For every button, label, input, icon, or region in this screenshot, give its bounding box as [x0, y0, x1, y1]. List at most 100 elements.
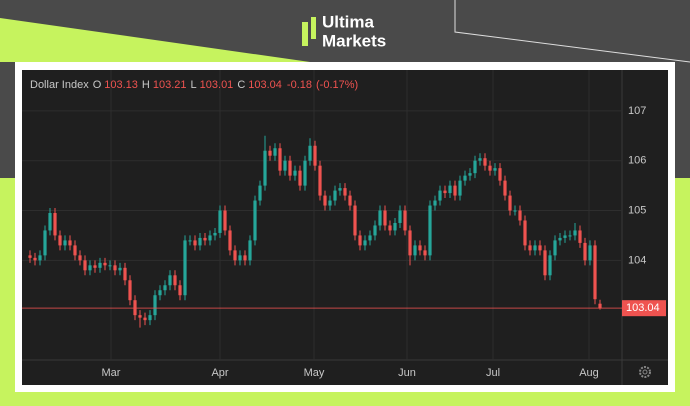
series-name: Dollar Index: [30, 79, 89, 91]
candle-body: [368, 235, 372, 241]
ohlc-key: L: [191, 79, 197, 91]
gear-hub[interactable]: [642, 369, 648, 375]
candle-body: [343, 188, 347, 196]
x-tick-label: Apr: [211, 367, 228, 379]
candle-body: [83, 260, 87, 271]
candle-body: [398, 210, 402, 223]
ohlc-key: C: [237, 79, 245, 91]
candle-body: [413, 245, 417, 256]
candle-body: [318, 165, 322, 196]
candle-body: [448, 185, 452, 194]
candle-body: [128, 280, 132, 301]
candle-body: [178, 285, 182, 296]
candle-body: [573, 230, 577, 236]
candle-body: [213, 232, 217, 236]
candle-body: [223, 210, 227, 231]
candle-body: [88, 265, 92, 271]
candle-body: [383, 210, 387, 226]
candle-body: [123, 267, 127, 281]
settings-icon[interactable]: [639, 366, 651, 378]
candle-body: [298, 170, 302, 186]
candle-body: [588, 245, 592, 261]
candle-body: [498, 168, 502, 181]
candle-body: [423, 250, 427, 256]
candle-body: [143, 317, 147, 321]
candle-body: [53, 213, 57, 236]
candle-body: [313, 145, 317, 166]
ohlc-value: 103.21: [153, 79, 187, 91]
candle-body: [153, 295, 157, 316]
candle-body: [263, 150, 267, 186]
candle-body: [553, 240, 557, 256]
logo-text: Markets: [322, 31, 386, 50]
candle-body: [338, 188, 342, 191]
candle-body: [288, 160, 292, 176]
candle-body: [558, 237, 562, 241]
last-price-tag: [622, 300, 666, 317]
candle-body: [308, 145, 312, 161]
candle-body: [193, 240, 197, 246]
candle-body: [73, 245, 77, 256]
candle-body: [228, 230, 232, 251]
ohlc-value: 103.01: [200, 79, 234, 91]
candle-body: [443, 190, 447, 194]
candle-body: [218, 210, 222, 233]
candle-body: [418, 245, 422, 251]
candle-body: [583, 242, 587, 261]
candle-body: [478, 158, 482, 161]
candle-body: [68, 240, 72, 246]
ohlc-header: Dollar Index O 103.13 H 103.21 L 103.01 C 103.04…: [30, 79, 358, 91]
candle-body: [238, 255, 242, 261]
x-tick-label: Jun: [398, 367, 416, 379]
candle-body: [528, 245, 532, 251]
plot: [22, 70, 622, 360]
candle-body: [28, 255, 32, 258]
candle-body: [293, 170, 297, 176]
candle-body: [523, 220, 527, 246]
candle-body: [568, 235, 572, 237]
y-tick-label: 105: [628, 204, 646, 216]
last-price-label: 103.04: [626, 302, 660, 314]
candle-body: [353, 205, 357, 236]
candle-body: [188, 240, 192, 242]
candle-body: [243, 255, 247, 261]
logo-text: Ultima: [322, 12, 375, 31]
candle-body: [508, 195, 512, 211]
candle-body: [103, 262, 107, 266]
candle-body: [58, 235, 62, 246]
ohlc-value: 103.13: [104, 79, 138, 91]
candle-body: [513, 210, 517, 212]
candle-body: [78, 255, 82, 261]
gear[interactable]: [639, 366, 651, 378]
candle-body: [408, 230, 412, 256]
candle-body: [533, 245, 537, 251]
chart-panel: [22, 70, 668, 385]
candle-body: [208, 235, 212, 241]
candle-body: [48, 213, 52, 231]
candle-body: [333, 190, 337, 201]
candle-body: [118, 267, 122, 271]
candle-body: [563, 235, 567, 238]
candle-body: [403, 210, 407, 231]
candle-body: [148, 315, 152, 321]
y-tick-label: 106: [628, 155, 646, 167]
candle-body: [458, 180, 462, 196]
candle-body: [38, 255, 42, 261]
ohlc-key: H: [142, 79, 150, 91]
candle-body: [268, 150, 272, 156]
candle-body: [393, 222, 397, 231]
ohlc-key: O: [93, 79, 102, 91]
candle-body: [388, 225, 392, 231]
candle-body: [428, 205, 432, 256]
candle-body: [203, 237, 207, 241]
candle-body: [63, 240, 67, 246]
candle-body: [363, 240, 367, 246]
x-tick-label: May: [304, 367, 325, 379]
candle-body: [548, 255, 552, 276]
candle-body: [278, 148, 282, 171]
candle-body: [93, 265, 97, 268]
candle-body: [488, 165, 492, 171]
candle-body: [33, 257, 37, 261]
